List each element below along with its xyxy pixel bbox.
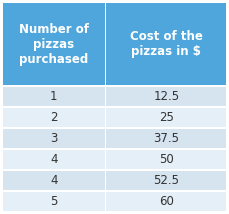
Text: 2: 2 [50, 111, 57, 124]
Text: 5: 5 [50, 195, 57, 208]
Bar [3, 171, 105, 190]
Text: 4: 4 [50, 153, 57, 166]
Text: 12.5: 12.5 [153, 90, 179, 103]
Text: 1: 1 [50, 90, 57, 103]
Bar [106, 3, 226, 85]
Bar [3, 87, 105, 106]
Text: 3: 3 [50, 132, 57, 145]
Bar [106, 87, 226, 106]
Bar [3, 192, 105, 211]
Text: 50: 50 [159, 153, 174, 166]
Text: 37.5: 37.5 [153, 132, 179, 145]
Bar [3, 108, 105, 127]
Bar [106, 171, 226, 190]
Text: 60: 60 [159, 195, 174, 208]
Text: 25: 25 [159, 111, 174, 124]
Text: 4: 4 [50, 174, 57, 187]
Bar [106, 129, 226, 148]
Bar [106, 150, 226, 169]
Bar [3, 129, 105, 148]
Bar [106, 108, 226, 127]
Bar [3, 150, 105, 169]
Text: Cost of the
pizzas in $: Cost of the pizzas in $ [130, 30, 203, 58]
Text: 52.5: 52.5 [153, 174, 179, 187]
Bar [106, 192, 226, 211]
Text: Number of
pizzas
purchased: Number of pizzas purchased [19, 22, 89, 65]
Bar [3, 3, 105, 85]
